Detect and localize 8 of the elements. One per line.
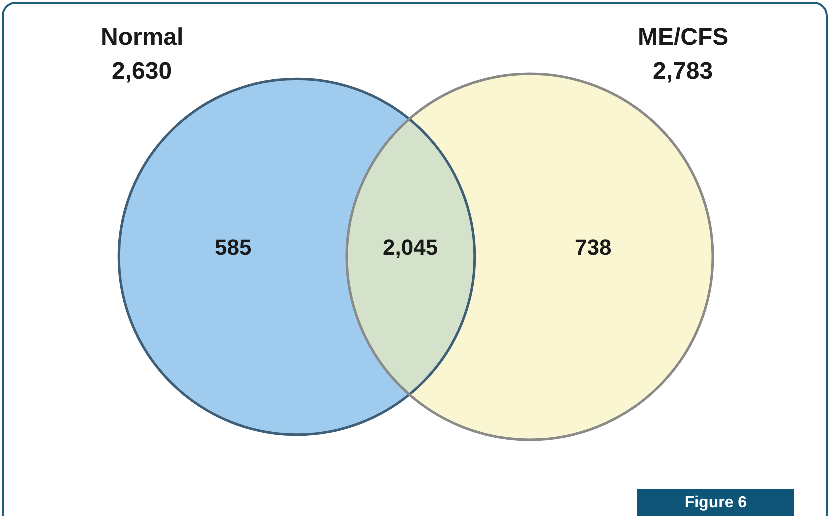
category-label: ME/CFS	[638, 24, 729, 51]
category-label: Normal	[101, 24, 184, 51]
text: 738	[575, 235, 612, 260]
text: 2,045	[383, 235, 438, 260]
data-label: 2,783	[653, 58, 714, 85]
caption: Figure 6	[684, 494, 748, 512]
text: 585	[215, 235, 252, 260]
data-label: 2,630	[112, 58, 172, 85]
